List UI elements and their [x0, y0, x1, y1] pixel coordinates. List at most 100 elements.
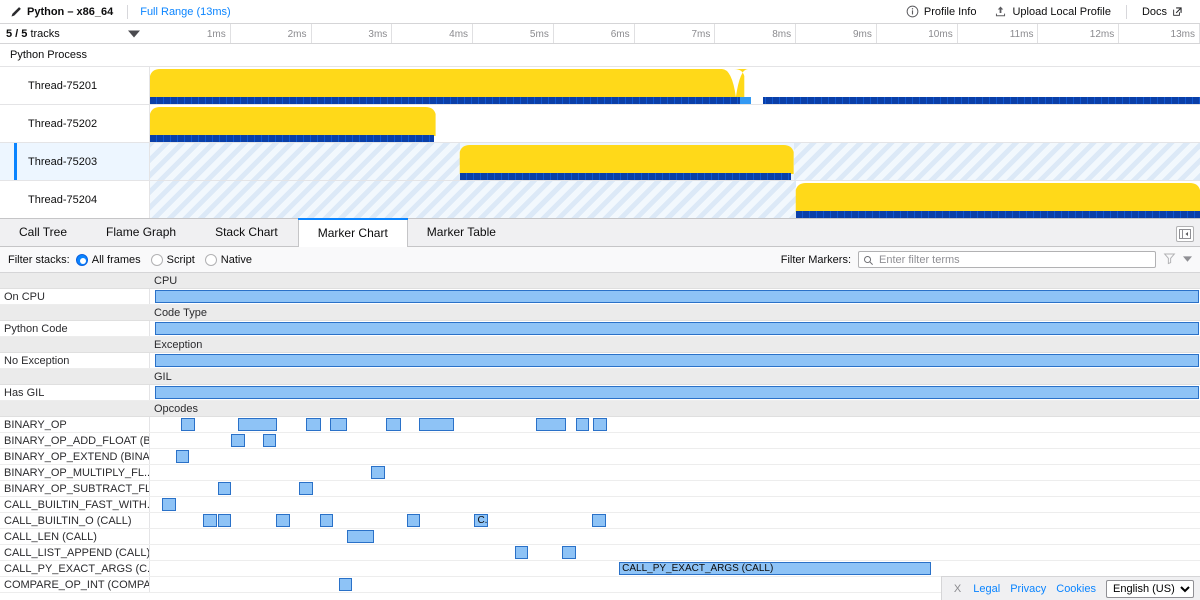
marker-block[interactable] [154, 354, 1199, 367]
marker-row-track[interactable] [150, 465, 1200, 480]
marker-block[interactable] [262, 434, 277, 447]
funnel-caret-icon[interactable] [1183, 254, 1192, 266]
marker-row-track[interactable] [150, 481, 1200, 496]
marker-block[interactable] [536, 418, 567, 431]
tab-call-tree[interactable]: Call Tree [0, 218, 87, 246]
marker-block[interactable] [386, 418, 402, 431]
marker-block[interactable] [319, 514, 334, 527]
sidebar-toggle-button[interactable] [1176, 226, 1194, 242]
track-activity-graph[interactable] [150, 143, 1200, 180]
marker-block[interactable] [338, 578, 353, 591]
marker-block[interactable] [162, 498, 176, 511]
timeline-track[interactable]: Thread-75201 [0, 66, 1200, 104]
profile-info-button[interactable]: Profile Info [897, 2, 986, 21]
timeline-track[interactable]: Thread-75202 [0, 104, 1200, 142]
marker-block[interactable]: CALL_PY_EXACT_ARGS (CALL) [619, 562, 932, 575]
tab-stack-chart[interactable]: Stack Chart [196, 218, 298, 246]
tab-marker-chart[interactable]: Marker Chart [297, 218, 408, 247]
marker-row-track[interactable] [150, 545, 1200, 560]
marker-row[interactable]: Python Code [0, 321, 1200, 337]
language-select[interactable]: English (US) [1106, 579, 1194, 598]
marker-block[interactable] [154, 386, 1199, 399]
marker-block[interactable] [154, 290, 1199, 303]
marker-block[interactable] [592, 514, 606, 527]
marker-block[interactable] [562, 546, 576, 559]
marker-block[interactable] [276, 514, 290, 527]
marker-block[interactable] [593, 418, 607, 431]
marker-row[interactable]: CALL_PY_EXACT_ARGS (C... CALL_PY_EXACT_AR… [0, 561, 1200, 577]
full-range-button[interactable]: Full Range (13ms) [140, 5, 231, 18]
marker-block[interactable] [346, 530, 374, 543]
marker-block[interactable] [238, 418, 277, 431]
marker-block[interactable] [203, 514, 217, 527]
marker-row[interactable]: CALL_LEN (CALL) [0, 529, 1200, 545]
radio-option-native[interactable]: Native [204, 253, 252, 266]
marker-row-track[interactable] [150, 529, 1200, 544]
marker-row[interactable]: CALL_LIST_APPEND (CALL) [0, 545, 1200, 561]
sample-gap [750, 97, 763, 104]
marker-row[interactable]: Has GIL [0, 385, 1200, 401]
radio-button[interactable] [75, 253, 88, 266]
marker-row-track[interactable] [150, 497, 1200, 512]
track-count-button[interactable]: 5 / 5 tracks [0, 24, 150, 43]
track-activity-graph[interactable] [150, 67, 1200, 104]
radio-button[interactable] [204, 253, 217, 266]
marker-row-track[interactable]: C... [150, 513, 1200, 528]
marker-row-track[interactable] [150, 433, 1200, 448]
marker-row[interactable]: CALL_BUILTIN_O (CALL) C... [0, 513, 1200, 529]
marker-block[interactable] [514, 546, 529, 559]
marker-block[interactable] [306, 418, 322, 431]
marker-row-track[interactable] [150, 417, 1200, 432]
timeline-track[interactable]: Thread-75203 [0, 142, 1200, 180]
marker-row[interactable]: BINARY_OP_EXTEND (BINA... [0, 449, 1200, 465]
marker-block[interactable] [299, 482, 313, 495]
marker-row[interactable]: BINARY_OP_SUBTRACT_FL... [0, 481, 1200, 497]
marker-block[interactable] [154, 322, 1199, 335]
marker-row-track[interactable] [150, 385, 1200, 400]
track-activity-graph[interactable] [150, 105, 1200, 142]
search-input[interactable] [877, 252, 1155, 267]
marker-row[interactable]: No Exception [0, 353, 1200, 369]
marker-block[interactable] [330, 418, 347, 431]
marker-row[interactable]: BINARY_OP_ADD_FLOAT (B... [0, 433, 1200, 449]
marker-block[interactable] [231, 434, 245, 447]
close-icon[interactable]: X [953, 582, 962, 595]
marker-row-track[interactable]: CALL_PY_EXACT_ARGS (CALL) [150, 561, 1200, 576]
marker-block[interactable] [175, 450, 190, 463]
marker-row[interactable]: BINARY_OP_MULTIPLY_FL... [0, 465, 1200, 481]
marker-block[interactable] [418, 418, 454, 431]
marker-row-track[interactable] [150, 289, 1200, 304]
filter-markers-search[interactable] [858, 251, 1156, 268]
marker-block[interactable] [217, 482, 232, 495]
marker-block[interactable] [575, 418, 590, 431]
marker-block[interactable] [406, 514, 421, 527]
marker-row[interactable]: CALL_BUILTIN_FAST_WITH... [0, 497, 1200, 513]
tab-marker-table[interactable]: Marker Table [408, 218, 516, 246]
legal-link[interactable]: Legal [973, 582, 1001, 595]
funnel-icon[interactable] [1163, 252, 1176, 268]
marker-row[interactable]: On CPU [0, 289, 1200, 305]
timeline-ruler[interactable]: 1ms 2ms 3ms 4ms 5ms 6ms 7ms 8ms 9ms 10ms 11ms 12ms 1… [150, 24, 1200, 43]
marker-chart[interactable]: CPU On CPU Code Type Python Code Exception No… [0, 273, 1200, 600]
marker-block[interactable] [371, 466, 385, 479]
marker-row-track[interactable] [150, 449, 1200, 464]
radio-button[interactable] [150, 253, 163, 266]
privacy-link[interactable]: Privacy [1010, 582, 1047, 595]
timeline-track[interactable]: Thread-75204 [0, 180, 1200, 218]
upload-local-profile-button[interactable]: Upload Local Profile [985, 2, 1119, 21]
marker-row[interactable]: BINARY_OP [0, 417, 1200, 433]
radio-option-all-frames[interactable]: All frames [75, 253, 141, 266]
cookies-link[interactable]: Cookies [1056, 582, 1096, 595]
docs-link[interactable]: Docs [1133, 3, 1192, 21]
marker-block[interactable]: C... [474, 514, 488, 527]
track-activity-graph[interactable] [150, 181, 1200, 218]
profile-name-button[interactable]: Python – x86_64 [8, 1, 121, 23]
marker-row-track[interactable] [150, 353, 1200, 368]
marker-row[interactable]: COMPARE_OP_INT (COMPA... [0, 577, 1200, 593]
tab-flame-graph[interactable]: Flame Graph [87, 218, 196, 246]
marker-row-track[interactable] [150, 577, 1200, 592]
marker-block[interactable] [217, 514, 232, 527]
marker-block[interactable] [181, 418, 195, 431]
radio-option-script[interactable]: Script [150, 253, 195, 266]
marker-row-track[interactable] [150, 321, 1200, 336]
